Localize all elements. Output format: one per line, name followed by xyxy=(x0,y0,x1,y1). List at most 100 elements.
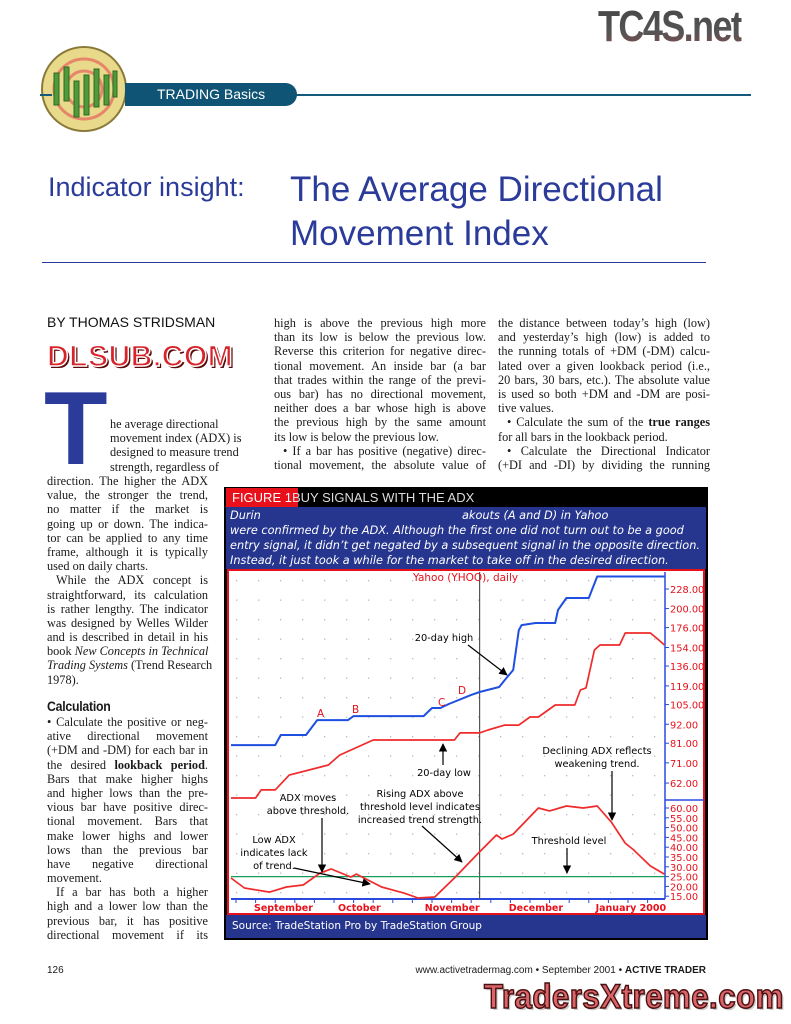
20-day-low-line xyxy=(231,632,665,799)
figure-source: Source: TradeStation Pro by TradeStation… xyxy=(226,915,706,938)
text-line: Reverse this criterion for negative dire… xyxy=(274,344,486,359)
adx-tick-label: 60.00 xyxy=(670,804,698,815)
column-1-body: direction. The higher the ADX value, the … xyxy=(47,474,212,687)
text-line: have negative directional xyxy=(47,856,208,871)
text-line: neither does a bar whose high is above xyxy=(274,401,486,416)
text-span: book xyxy=(47,644,75,659)
text-line: lows than the previous bar xyxy=(47,842,208,857)
text-span: the desired xyxy=(47,757,115,772)
annotation-declining-adx: Declining ADX reflects xyxy=(542,746,651,757)
point-label-a: A xyxy=(317,708,325,720)
adx-tick-label: 35.00 xyxy=(670,853,698,864)
x-tick-label: December xyxy=(509,903,564,914)
text-line: directional movement if its xyxy=(47,927,208,942)
text-line: movement. xyxy=(47,871,102,886)
caption-line: entry signal, it didn’t get negated by a… xyxy=(230,539,700,552)
annotation-adx-moves: above threshold. xyxy=(267,806,349,817)
watermark-dlsub: DLSUB.COM xyxy=(46,339,234,374)
text-line: tional movement. Bars that xyxy=(47,814,208,829)
text-line: lated over a given lookback period (i.e.… xyxy=(498,358,710,373)
section-rule xyxy=(40,94,52,96)
price-tick-label: 105.00 xyxy=(670,701,704,712)
text-line: • If a bar has positive (negative) direc… xyxy=(283,443,486,458)
adx-tick-label: 40.00 xyxy=(670,843,698,854)
text-line: vious bar have positive direc- xyxy=(47,800,208,815)
adx-tick-label: 20.00 xyxy=(670,882,698,893)
text-line: previous bar, it has positive xyxy=(47,913,208,928)
section-banner: TRADING Basics xyxy=(125,83,297,106)
text-line: • Calculate the sum of the true ranges xyxy=(498,415,710,429)
text-line: the previous high by the same amount xyxy=(274,415,486,430)
text-line: that trades within the range of the prev… xyxy=(274,372,486,387)
price-tick-label: 228.00 xyxy=(670,585,704,596)
point-label-d: D xyxy=(458,685,466,697)
text-line: tive values. xyxy=(498,401,555,416)
caption-line: Durin xyxy=(230,509,261,522)
arrow-20-day-high xyxy=(467,644,508,676)
text-line: tor can be applied to any time xyxy=(47,530,208,545)
annotation-rising-adx: increased trend strength. xyxy=(358,815,482,826)
annotation-20-day-high: 20-day high xyxy=(415,633,474,644)
text-line: designed to measure trend xyxy=(110,445,239,460)
italic-text: New Concepts in Technical xyxy=(74,644,209,659)
text-line: make lower highs and lower xyxy=(47,828,208,843)
figure-title: BUY SIGNALS WITH THE ADX xyxy=(292,490,475,505)
text-line: (+DM and -DM) for each bar in xyxy=(47,743,208,758)
text-line: Trading Systems (Trend Research xyxy=(47,658,212,673)
text-line: If a bar has both a higher xyxy=(56,885,208,900)
x-tick-label: January 2000 xyxy=(595,903,667,914)
title-line: The Average Directional xyxy=(290,170,663,209)
text-line: the desired lookback period. xyxy=(47,758,208,772)
annotation-rising-adx: Rising ADX above xyxy=(376,789,463,800)
page-title: The Average Directional Movement Index xyxy=(290,168,663,256)
text-line: While the ADX concept is xyxy=(56,573,208,588)
title-kicker: Indicator insight: xyxy=(48,172,245,202)
text-line: high is above the previous high more xyxy=(274,316,486,330)
caption-line: Instead, it just took a while for the ma… xyxy=(230,554,669,567)
title-line: Movement Index xyxy=(290,214,549,253)
caption-line: akouts (A and D) in Yahoo xyxy=(462,509,609,522)
watermark-tradersxtreme: TradersXtreme.com xyxy=(483,977,784,1017)
text-line: going up or down. The indica- xyxy=(47,516,208,531)
italic-text: Trading Systems xyxy=(47,658,128,673)
annotation-declining-adx: weakening trend. xyxy=(554,759,639,770)
text-line: 20 bars, 30 bars, etc.). The absolute va… xyxy=(498,372,710,387)
adx-tick-label: 30.00 xyxy=(670,863,698,874)
section-heading: Calculation xyxy=(47,698,111,714)
adx-tick-label: 50.00 xyxy=(670,824,698,835)
text-line: tional movement. An inside bar (a bar xyxy=(274,358,486,373)
text-line: high and a lower low than the xyxy=(47,899,208,914)
text-line: he average directional xyxy=(110,417,219,431)
bold-text: true ranges xyxy=(648,415,710,430)
text-line: straightforward, its calculation xyxy=(47,587,208,602)
column-1-calculation: • Calculate the positive or neg-ative di… xyxy=(47,715,208,942)
text-line: the running totals of +DM (-DM) calcu- xyxy=(498,344,710,359)
price-tick-label: 154.00 xyxy=(670,643,704,654)
text-line: book New Concepts in Technical xyxy=(47,644,208,658)
text-line: direction. The higher the ADX xyxy=(47,474,208,488)
price-tick-label: 176.00 xyxy=(670,624,704,635)
text-line: tional movement, the absolute value of xyxy=(274,457,486,472)
text-line: is rather lengthy. The indicator xyxy=(47,601,208,616)
x-tick-label: September xyxy=(254,903,313,914)
text-span: • Calculate the sum of the xyxy=(507,415,649,430)
text-line: frame, although it is typically xyxy=(47,544,208,559)
annotation-20-day-low: 20-day low xyxy=(417,768,471,779)
text-line: and higher lows than the pre- xyxy=(47,785,208,800)
price-tick-label: 119.00 xyxy=(670,682,704,693)
watermark-tc4s: TC4S.net xyxy=(598,2,743,51)
figure-tag: FIGURE 1 xyxy=(226,488,298,507)
text-line: (+DI and -DI) by dividing the running xyxy=(498,457,710,472)
text-line: 1978). xyxy=(47,672,79,687)
arrow-low-adx xyxy=(293,867,371,887)
arrow-rising-adx xyxy=(421,825,463,863)
text-line: for all bars in the lookback period. xyxy=(498,429,668,444)
section-rule xyxy=(295,94,751,96)
annotation-low-adx: of trend. xyxy=(253,861,295,872)
annotation-low-adx: Low ADX xyxy=(252,835,296,846)
price-tick-label: 92.00 xyxy=(670,720,698,731)
text-span: . xyxy=(204,757,208,772)
text-line: the distance between today’s high (low) xyxy=(498,316,710,330)
text-line: and yesterday’s high (low) is added to xyxy=(498,330,710,345)
